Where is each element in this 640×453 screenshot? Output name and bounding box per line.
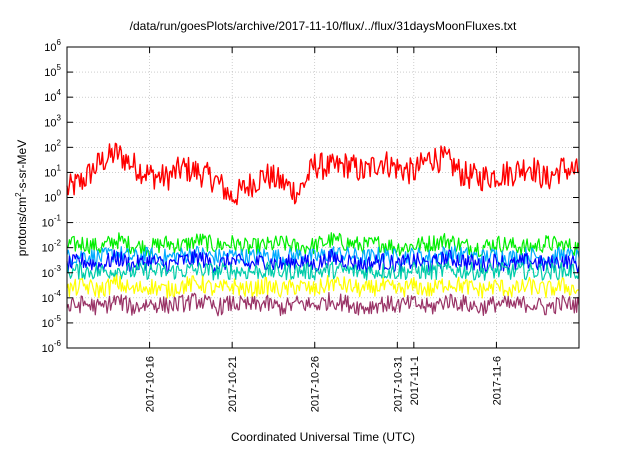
y-axis-label: protons/cm2-s-sr-MeV	[14, 140, 29, 256]
y-tick-label: 10-1	[42, 214, 62, 230]
y-axis-label-rest: -s-sr-MeV	[15, 140, 29, 193]
series-line-4	[66, 248, 580, 274]
series-layer	[66, 142, 580, 317]
x-tick-label: 2017-11-6	[491, 356, 503, 405]
y-tick-label: 101	[44, 163, 61, 179]
series-line-7	[66, 292, 580, 317]
series-line-2	[66, 232, 580, 257]
x-tick-label: 2017-10-21	[227, 356, 239, 412]
series-line-5	[66, 260, 580, 281]
y-tick-label: 106	[44, 38, 61, 54]
axis-layer: 10-6 10-5 10-4 10-3 10-2 10-1 100 101 102 103 104 1…	[42, 38, 580, 412]
y-axis-label-sup: 2	[14, 192, 23, 197]
y-tick-label: 10-5	[42, 314, 62, 330]
x-tick-label: 2017-10-31	[392, 356, 404, 412]
y-tick-label: 10-4	[42, 289, 62, 305]
series-line-1	[66, 142, 580, 206]
x-tick-label: 2017-10-26	[310, 356, 322, 412]
x-tick-label: 2017-10-16	[145, 356, 157, 412]
y-tick-label: 102	[44, 138, 61, 154]
y-tick-label: 104	[44, 88, 61, 104]
y-tick-label: 100	[44, 189, 61, 205]
y-tick-label: 10-2	[42, 239, 62, 255]
x-tick-label: 2017-11-1	[409, 356, 421, 405]
y-tick-label: 103	[44, 113, 61, 129]
series-line-3	[66, 245, 580, 267]
series-line-6	[66, 274, 580, 299]
y-tick-label: 10-6	[42, 339, 62, 355]
y-axis-label-base: protons/cm	[15, 197, 29, 256]
y-tick-label: 10-3	[42, 264, 62, 280]
x-axis-label: Coordinated Universal Time (UTC)	[231, 430, 415, 444]
y-tick-label: 105	[44, 63, 61, 79]
chart-title: /data/run/goesPlots/archive/2017-11-10/f…	[130, 19, 517, 33]
